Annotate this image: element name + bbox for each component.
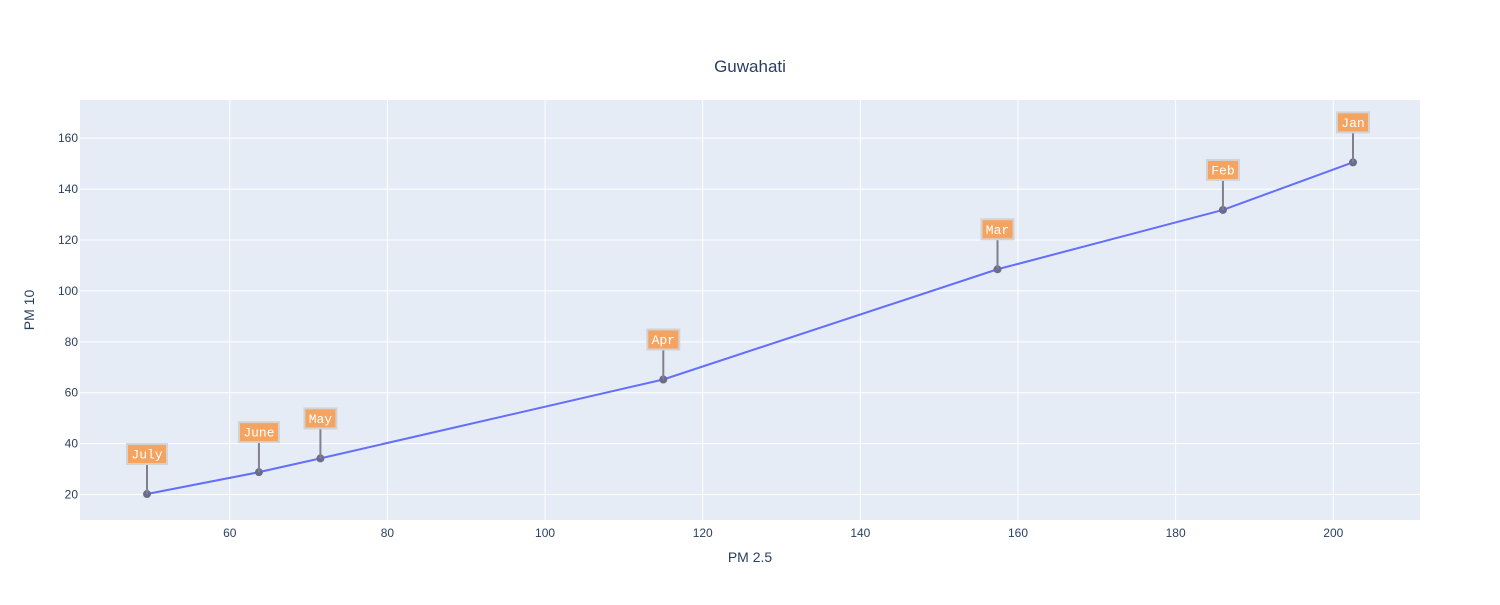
annotation-label: June xyxy=(243,426,274,441)
annotation-box xyxy=(646,328,681,351)
y-tick-label: 120 xyxy=(58,233,78,247)
grid-lines xyxy=(80,100,1420,520)
plot-background xyxy=(80,100,1420,520)
x-tick-label: 160 xyxy=(1008,526,1028,540)
x-tick-label: 80 xyxy=(381,526,395,540)
annotation-label: Mar xyxy=(986,223,1009,238)
annotation-box xyxy=(980,218,1015,241)
x-tick-label: 200 xyxy=(1323,526,1343,540)
y-tick-label: 100 xyxy=(58,284,78,298)
x-axis-title: PM 2.5 xyxy=(728,549,773,565)
annotation-box xyxy=(1205,158,1240,181)
annotation-label: May xyxy=(309,412,333,427)
x-tick-label: 140 xyxy=(850,526,870,540)
x-tick-label: 120 xyxy=(693,526,713,540)
annotation-label: Jan xyxy=(1341,116,1364,131)
annotation-label: Apr xyxy=(652,333,675,348)
annotation-box xyxy=(126,443,168,466)
annotation-label: Feb xyxy=(1211,163,1234,178)
y-tick-label: 60 xyxy=(65,386,79,400)
annotation-box xyxy=(237,421,280,444)
x-tick-label: 100 xyxy=(535,526,555,540)
y-tick-label: 140 xyxy=(58,182,78,196)
tick-labels: 60 80 100 120 140 160 180 200 20 40 60 80 100 120 140 1… xyxy=(58,131,1344,540)
annotations: July June May Apr Mar Feb Jan xyxy=(126,111,1370,495)
annotation-box xyxy=(1336,111,1370,134)
y-tick-label: 80 xyxy=(65,335,79,349)
y-axis-title: PM 10 xyxy=(21,290,37,331)
annotation-box xyxy=(303,407,338,430)
x-tick-label: 180 xyxy=(1166,526,1186,540)
y-tick-label: 160 xyxy=(58,131,78,145)
annotation-label: July xyxy=(131,448,162,463)
y-tick-label: 40 xyxy=(65,437,79,451)
y-tick-label: 20 xyxy=(65,488,79,502)
chart-title: Guwahati xyxy=(714,57,786,76)
x-tick-label: 60 xyxy=(223,526,237,540)
